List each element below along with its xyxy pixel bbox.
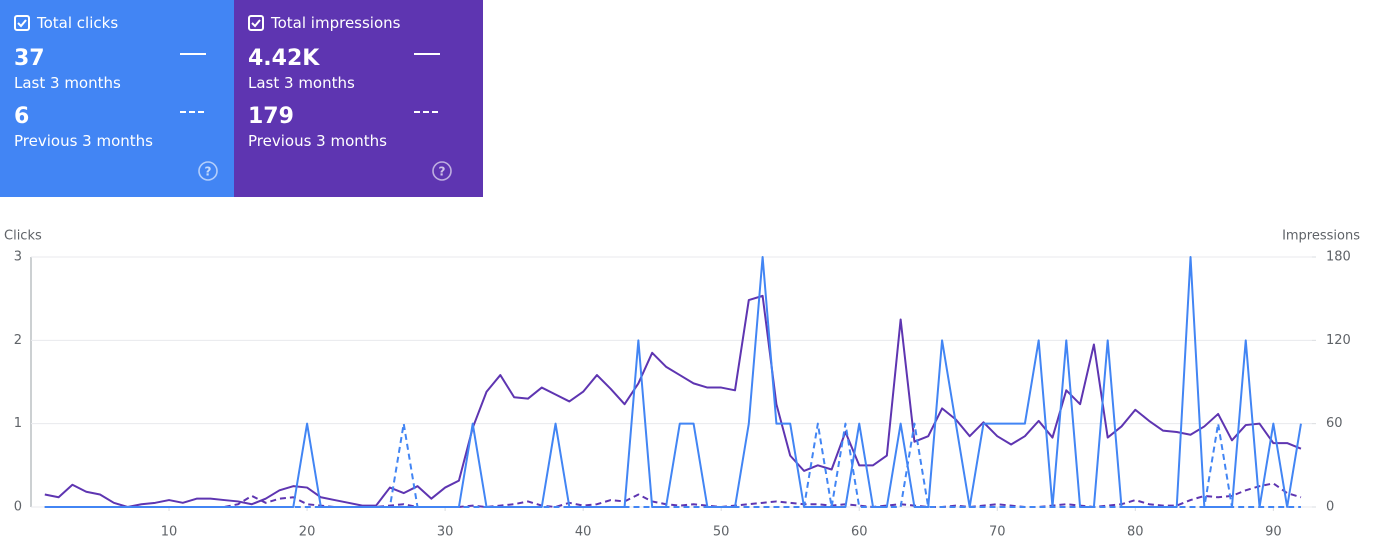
x-tick-label: 60	[851, 525, 868, 540]
previous-value: 179	[248, 104, 294, 129]
x-tick-label: 90	[1265, 525, 1282, 540]
y-axis-title: Clicks	[4, 229, 42, 244]
series-line	[44, 256, 1302, 508]
x-tick-label: 20	[299, 525, 316, 540]
y-tick-label: 0	[14, 500, 22, 515]
metric-card[interactable]: Total clicks 37 Last 3 months 6 Previous 3 m…	[0, 0, 234, 197]
y-tick-label: 3	[14, 250, 22, 265]
metric-card[interactable]: Total impressions 4.42K Last 3 months 179 Pr…	[234, 0, 483, 197]
card-title: Total clicks	[37, 14, 119, 32]
legend-solid	[414, 53, 440, 55]
legend-dashed	[414, 111, 440, 113]
previous-value: 6	[14, 104, 30, 129]
checkbox[interactable]	[248, 15, 264, 31]
help-icon[interactable]: ?	[431, 160, 453, 182]
current-period: Last 3 months	[248, 74, 355, 92]
series-line	[44, 422, 1301, 508]
x-tick-label: 50	[713, 525, 730, 540]
series-line	[44, 482, 1302, 508]
y2-axis-title: Impressions	[1282, 229, 1360, 244]
y2-tick-label: 60	[1326, 416, 1343, 431]
previous-period: Previous 3 months	[248, 132, 387, 150]
current-period: Last 3 months	[14, 74, 121, 92]
y2-tick-label: 120	[1326, 333, 1351, 348]
x-tick-label: 40	[575, 525, 592, 540]
x-tick-label: 30	[437, 525, 454, 540]
y-tick-label: 2	[14, 333, 22, 348]
help-icon[interactable]: ?	[197, 160, 219, 182]
svg-text:?: ?	[205, 165, 212, 179]
previous-period: Previous 3 months	[14, 132, 153, 150]
card-title: Total impressions	[271, 14, 401, 32]
series-line	[44, 294, 1302, 508]
checkbox[interactable]	[14, 15, 30, 31]
svg-text:?: ?	[439, 165, 446, 179]
y2-tick-label: 0	[1326, 500, 1334, 515]
x-tick-label: 70	[989, 525, 1006, 540]
legend-dashed	[180, 111, 206, 113]
y-tick-label: 1	[14, 416, 22, 431]
y2-tick-label: 180	[1326, 250, 1351, 265]
current-value: 4.42K	[248, 46, 320, 71]
x-tick-label: 80	[1127, 525, 1144, 540]
x-tick-label: 10	[161, 525, 178, 540]
current-value: 37	[14, 46, 45, 71]
legend-solid	[180, 53, 206, 55]
